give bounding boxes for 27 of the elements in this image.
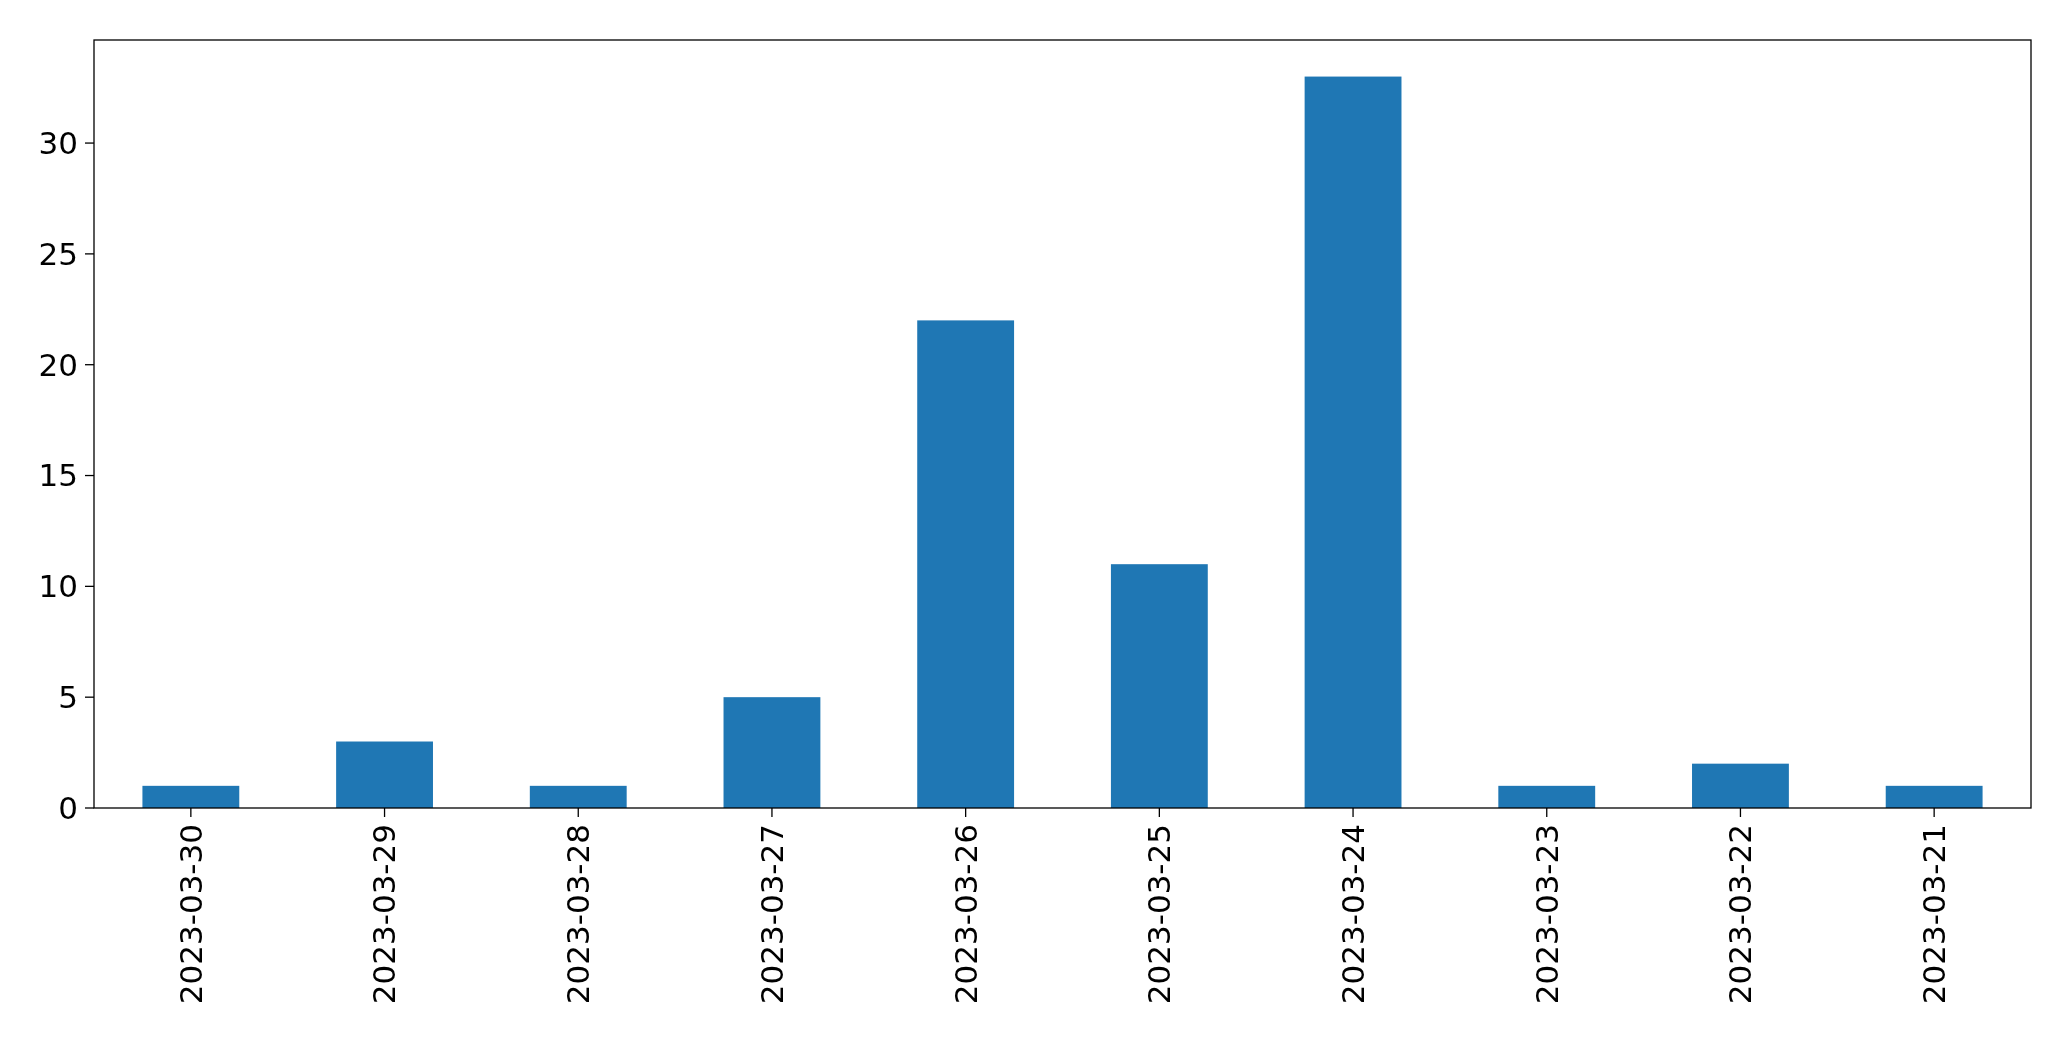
x-tick-label: 2023-03-30 [172,824,209,1005]
y-tick-label: 25 [38,235,78,272]
y-tick-label: 10 [38,568,78,605]
x-tick-label: 2023-03-25 [1141,824,1178,1005]
y-tick-label: 0 [58,789,78,826]
x-tick-label: 2023-03-21 [1916,824,1952,1005]
bar [723,697,821,808]
bar [1110,564,1208,808]
x-tick-label: 2023-03-27 [753,824,790,1005]
y-tick-label: 15 [38,457,78,494]
bar [529,785,627,808]
bar [1304,76,1402,808]
y-tick-label: 30 [38,124,78,161]
x-tick-label: 2023-03-22 [1722,824,1759,1005]
x-tick-label: 2023-03-26 [947,824,984,1005]
x-tick-label: 2023-03-23 [1528,824,1565,1005]
bar [1885,785,1983,808]
bar [917,320,1015,808]
y-tick-label: 5 [58,679,78,716]
bar [1692,763,1789,808]
bar [336,741,433,808]
x-tick-label: 2023-03-28 [560,824,597,1005]
x-tick-label: 2023-03-29 [366,824,403,1005]
y-tick-label: 20 [38,346,78,383]
bar [1498,785,1596,808]
bar [142,785,240,808]
x-tick-label: 2023-03-24 [1334,824,1371,1005]
